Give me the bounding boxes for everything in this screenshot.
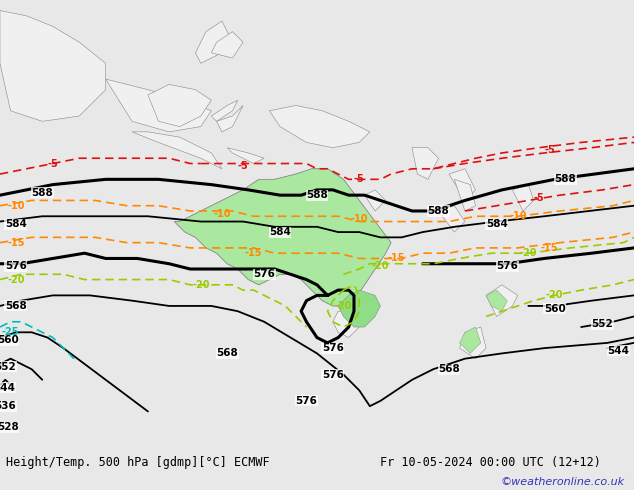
Text: Fr 10-05-2024 00:00 UTC (12+12): Fr 10-05-2024 00:00 UTC (12+12) <box>380 456 601 469</box>
Polygon shape <box>148 84 211 126</box>
Text: 528: 528 <box>0 422 19 432</box>
Text: 576: 576 <box>5 261 27 271</box>
Text: -20: -20 <box>546 291 564 300</box>
Text: -15: -15 <box>387 253 405 264</box>
Text: 576: 576 <box>253 270 275 279</box>
Polygon shape <box>449 169 476 200</box>
Text: 588: 588 <box>555 174 576 184</box>
Polygon shape <box>211 32 243 58</box>
Text: -20: -20 <box>7 274 25 285</box>
Text: -20: -20 <box>372 261 389 271</box>
Text: -10: -10 <box>509 211 526 221</box>
Text: -5: -5 <box>544 146 555 155</box>
Polygon shape <box>106 79 211 132</box>
Polygon shape <box>0 11 106 122</box>
Text: 552: 552 <box>0 362 16 371</box>
Text: 560: 560 <box>544 304 566 314</box>
Text: 584: 584 <box>486 219 508 229</box>
Text: -5: -5 <box>48 159 58 169</box>
Text: 576: 576 <box>295 396 318 406</box>
Polygon shape <box>333 311 359 338</box>
Text: 588: 588 <box>306 190 328 200</box>
Text: 552: 552 <box>592 319 613 329</box>
Text: -5: -5 <box>354 174 365 184</box>
Text: -5: -5 <box>534 193 544 203</box>
Text: 576: 576 <box>496 261 518 271</box>
Text: -5: -5 <box>238 161 249 171</box>
Text: 588: 588 <box>428 206 450 216</box>
Polygon shape <box>211 100 238 122</box>
Text: 568: 568 <box>5 301 27 311</box>
Text: 576: 576 <box>322 343 344 353</box>
Polygon shape <box>132 132 222 169</box>
Text: 588: 588 <box>32 188 53 197</box>
Polygon shape <box>439 206 465 232</box>
Polygon shape <box>460 327 486 359</box>
Text: -10: -10 <box>213 209 231 219</box>
Text: -10: -10 <box>351 214 368 224</box>
Text: 536: 536 <box>0 401 16 411</box>
Text: 560: 560 <box>0 335 19 345</box>
Text: 568: 568 <box>438 364 460 374</box>
Text: 576: 576 <box>322 369 344 379</box>
Text: 584: 584 <box>269 227 291 237</box>
Polygon shape <box>338 290 380 327</box>
Text: -20: -20 <box>335 301 352 311</box>
Text: -15: -15 <box>245 248 262 258</box>
Polygon shape <box>174 169 391 306</box>
Polygon shape <box>412 147 439 179</box>
Text: -25: -25 <box>2 327 19 337</box>
Text: -15: -15 <box>7 238 25 247</box>
Text: Height/Temp. 500 hPa [gdmp][°C] ECMWF: Height/Temp. 500 hPa [gdmp][°C] ECMWF <box>6 456 270 469</box>
Polygon shape <box>460 327 481 353</box>
Text: 544: 544 <box>0 383 15 392</box>
Polygon shape <box>365 190 385 211</box>
Polygon shape <box>217 105 243 132</box>
Text: -20: -20 <box>520 248 537 258</box>
Text: -20: -20 <box>192 280 209 290</box>
Polygon shape <box>269 105 370 147</box>
Polygon shape <box>486 285 518 317</box>
Polygon shape <box>195 21 233 63</box>
Text: -15: -15 <box>541 243 558 253</box>
Polygon shape <box>455 179 476 211</box>
Polygon shape <box>227 147 264 164</box>
Text: ©weatheronline.co.uk: ©weatheronline.co.uk <box>500 477 624 487</box>
Polygon shape <box>486 290 507 311</box>
Polygon shape <box>174 169 391 306</box>
Text: 584: 584 <box>5 219 27 229</box>
Text: 544: 544 <box>607 346 629 356</box>
Text: 568: 568 <box>216 348 238 358</box>
Text: -10: -10 <box>7 201 25 211</box>
Polygon shape <box>512 185 534 211</box>
